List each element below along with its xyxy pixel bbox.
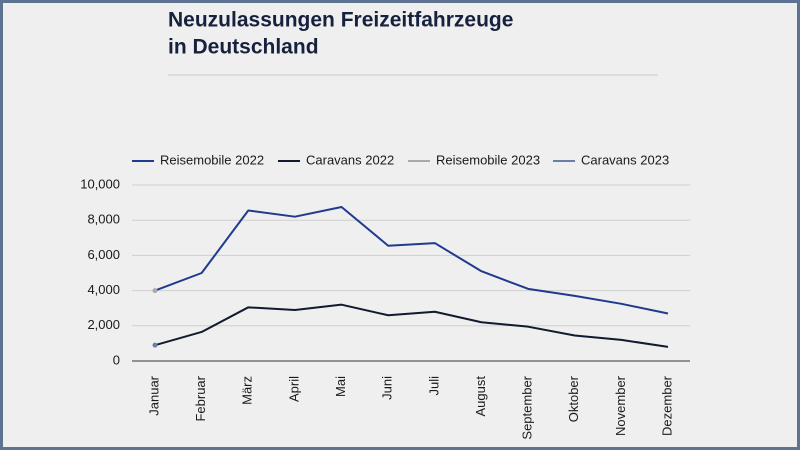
legend-label: Reisemobile 2023 [436, 152, 540, 167]
x-tick-label: Juli [426, 376, 441, 396]
x-tick-label: November [613, 375, 628, 436]
x-tick-label: September [520, 375, 535, 439]
y-tick-label: 10,000 [80, 176, 120, 191]
line [154, 303, 669, 348]
chart-title: Neuzulassungen Freizeitfahrzeuge [168, 9, 513, 32]
y-tick-label: 4,000 [87, 282, 120, 297]
x-tick-label: Januar [146, 375, 161, 415]
x-tick-label: Oktober [566, 375, 581, 422]
x-tick-label: August [473, 376, 488, 417]
y-tick-label: 0 [113, 352, 120, 367]
y-tick-label: 2,000 [87, 317, 120, 332]
y-tick-label: 8,000 [87, 212, 120, 227]
x-tick-label: April [286, 376, 301, 402]
x-tick-label: Mai [333, 376, 348, 397]
y-tick-label: 6,000 [87, 247, 120, 262]
point [152, 288, 158, 294]
legend-label: Reisemobile 2022 [160, 152, 264, 167]
legend-label: Caravans 2023 [581, 152, 669, 167]
line [154, 206, 669, 315]
x-tick-label: Juni [380, 376, 395, 400]
x-tick-label: März [240, 376, 255, 405]
x-tick-label: Dezember [659, 375, 674, 436]
chart-title: in Deutschland [168, 36, 319, 59]
point [152, 342, 158, 348]
legend-label: Caravans 2022 [306, 152, 394, 167]
x-tick-label: Februar [193, 375, 208, 421]
